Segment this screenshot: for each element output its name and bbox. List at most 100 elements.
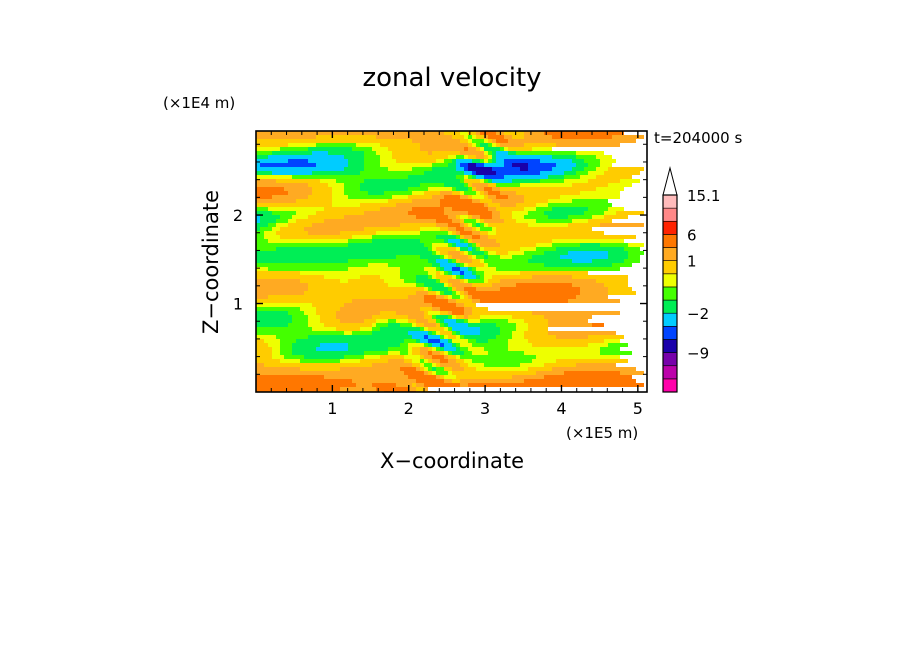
contour-cell (464, 295, 468, 299)
contour-cell (296, 211, 316, 215)
colorbar-label: 6 (687, 226, 697, 244)
contour-cell (472, 223, 476, 227)
contour-cell (432, 347, 436, 351)
contour-cell (480, 275, 484, 279)
contour-cell (532, 343, 588, 347)
contour-cell (484, 187, 492, 191)
contour-cell (296, 339, 404, 343)
colorbar-swatch (662, 365, 678, 380)
contour-cell (568, 299, 620, 303)
contour-cell (516, 203, 536, 207)
contour-cell (364, 351, 388, 355)
contour-cell (376, 319, 388, 323)
contour-cell (256, 187, 284, 191)
contour-cell (480, 191, 484, 195)
contour-cell (548, 215, 568, 219)
colorbar-frame (662, 194, 678, 393)
contour-cell (432, 363, 436, 367)
contour-cell (468, 155, 476, 159)
contour-cell (456, 335, 460, 339)
contour-cell (428, 367, 432, 371)
colorbar-swatch (662, 273, 678, 288)
contour-cell (416, 367, 420, 371)
contour-cell (480, 147, 484, 151)
contour-cell (440, 339, 448, 343)
contour-cell (456, 163, 460, 167)
contour-cell (436, 367, 444, 371)
contour-cell (548, 319, 588, 323)
contour-cell (556, 335, 588, 339)
contour-cell (476, 131, 480, 135)
contour-cell (460, 179, 464, 183)
contour-cell (552, 239, 624, 243)
contour-cell (256, 259, 348, 263)
colorbar-swatch (662, 194, 678, 209)
contour-cell (460, 231, 472, 235)
contour-cell (492, 211, 500, 215)
contour-cell (484, 247, 520, 251)
contour-cell (256, 295, 268, 299)
contour-cell (448, 299, 456, 303)
contour-cell (576, 151, 604, 155)
contour-cell (392, 151, 428, 155)
contour-cell (496, 239, 552, 243)
contour-cell (452, 295, 460, 299)
contour-cell (556, 163, 576, 167)
contour-cell (292, 343, 320, 347)
x-tick-label: 2 (404, 399, 414, 418)
contour-cell (588, 179, 620, 183)
contour-cell (456, 235, 460, 239)
contour-cell (484, 263, 488, 267)
contour-cell (288, 143, 316, 147)
contour-cell (448, 287, 452, 291)
contour-cell (472, 271, 476, 275)
contour-cell (500, 255, 512, 259)
contour-cell (256, 155, 268, 159)
contour-cell (624, 247, 640, 251)
contour-cell (608, 207, 624, 211)
colorbar-swatch (662, 299, 678, 314)
contour-cell (440, 359, 448, 363)
contour-cell (428, 359, 432, 363)
contour-cell (472, 215, 480, 219)
contour-cell (508, 147, 532, 151)
contour-cell (304, 355, 344, 359)
contour-cell (440, 267, 444, 271)
contour-cell (464, 223, 468, 227)
contour-cell (472, 255, 476, 259)
contour-cell (348, 267, 400, 271)
contour-cell (456, 247, 460, 251)
contour-cell (432, 331, 436, 335)
contour-cell (432, 195, 444, 199)
contour-cell (460, 379, 524, 383)
contour-cell (472, 135, 476, 139)
contour-cell (256, 255, 396, 259)
contour-cell (444, 375, 456, 379)
contour-cell (472, 351, 488, 355)
contour-cell (488, 139, 492, 143)
contour-cell (460, 335, 464, 339)
contour-cell (352, 331, 372, 335)
contour-cell (340, 359, 360, 363)
contour-cell (256, 147, 280, 151)
contour-cell (316, 211, 364, 215)
contour-cell (412, 191, 424, 195)
contour-cell (464, 307, 472, 311)
contour-cell (300, 359, 340, 363)
contour-cell (604, 215, 628, 219)
contour-cell (544, 211, 584, 215)
contour-cell (344, 191, 368, 195)
contour-cell (576, 155, 596, 159)
contour-cell (476, 271, 484, 275)
contour-cell (472, 259, 480, 263)
contour-cell (256, 315, 292, 319)
contour-cell (492, 187, 500, 191)
contour-cell (316, 143, 356, 147)
contour-cell (528, 327, 548, 331)
contour-cell (524, 131, 544, 135)
contour-cell (412, 351, 420, 355)
contour-cell (564, 179, 588, 183)
contour-cell (308, 315, 320, 319)
contour-cell (588, 207, 608, 211)
contour-cell (452, 371, 536, 375)
